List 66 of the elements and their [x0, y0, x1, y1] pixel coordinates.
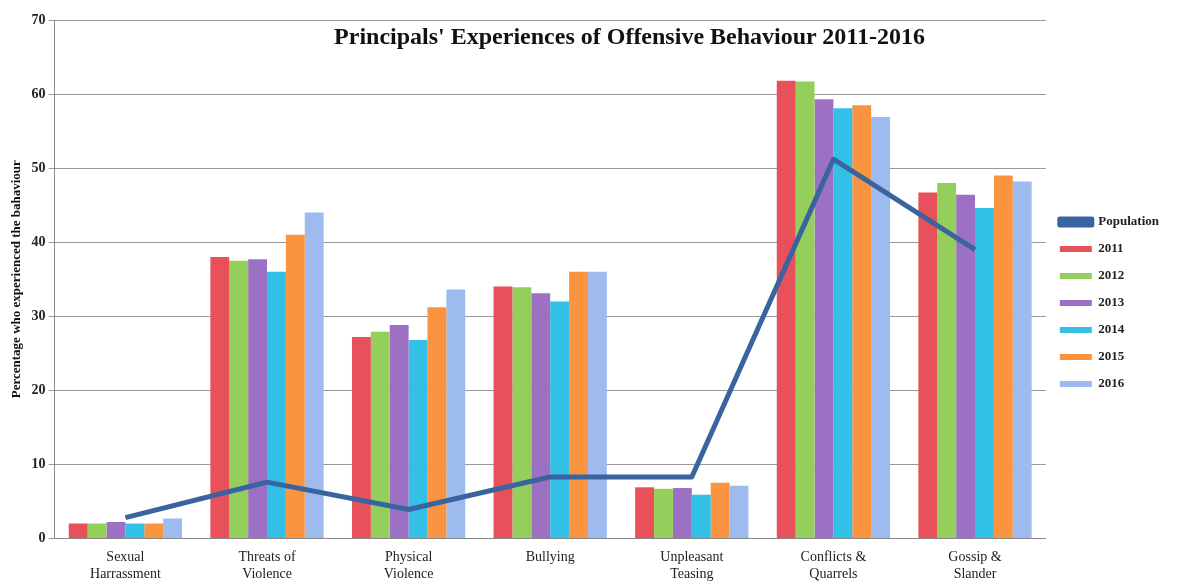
x-tick-label: Physical Violence	[383, 549, 434, 582]
legend-label: 2015	[1098, 348, 1125, 364]
chart-title: Principals' Experiences of Offensive Behaviour 2011-2016	[334, 23, 925, 50]
bar	[833, 108, 853, 538]
bar	[550, 301, 570, 538]
bar	[351, 336, 371, 538]
bar	[729, 485, 749, 538]
bar	[531, 293, 551, 538]
bar	[389, 325, 409, 538]
y-tick-label: 70	[31, 11, 46, 27]
bar	[267, 271, 286, 538]
x-tick-label: Bullying	[525, 549, 575, 565]
y-tick-label: 10	[31, 455, 46, 471]
bar	[446, 289, 466, 538]
bar	[937, 182, 957, 538]
bar	[569, 271, 588, 538]
bar	[795, 81, 815, 538]
bar	[304, 212, 324, 538]
y-axis-title: Percentage who experienced the bahaviour	[8, 159, 24, 399]
bar	[370, 331, 390, 538]
bar	[710, 482, 730, 538]
y-tick-label: 0	[38, 530, 46, 546]
bar	[285, 234, 305, 538]
bar	[144, 523, 164, 538]
y-tick-label: 20	[31, 381, 46, 397]
legend-label: 2012	[1098, 267, 1125, 283]
bar	[87, 523, 107, 538]
legend-label: 2013	[1098, 294, 1125, 310]
bar	[814, 99, 834, 538]
y-tick-label: 50	[31, 159, 46, 175]
y-tick-label: 30	[31, 307, 46, 323]
bar	[408, 339, 428, 538]
legend-label: 2014	[1098, 321, 1125, 337]
bar	[691, 494, 711, 538]
bar	[776, 80, 796, 538]
legend-label: 2016	[1098, 375, 1125, 391]
x-tick-label: Threats of Violence	[238, 549, 296, 582]
bar	[975, 208, 994, 538]
bar	[427, 307, 447, 538]
bar	[248, 259, 267, 538]
x-tick-label: Conflicts & Quarrels	[800, 549, 867, 582]
y-tick-label: 60	[31, 85, 46, 101]
bar	[68, 523, 88, 538]
x-tick-label: Gossip & Slander	[948, 549, 1002, 582]
bar	[493, 286, 513, 538]
bar	[993, 175, 1013, 538]
bar	[229, 260, 249, 538]
x-tick-label: Sexual Harrassment	[90, 549, 161, 582]
bar	[871, 117, 891, 538]
bar	[587, 271, 607, 538]
bar	[163, 518, 183, 538]
bar	[956, 194, 976, 538]
legend-label: Population	[1098, 213, 1160, 229]
bar	[654, 488, 673, 538]
y-tick-label: 40	[31, 233, 46, 249]
bar	[125, 523, 145, 538]
bar	[852, 105, 872, 538]
bar	[1012, 181, 1032, 538]
legend-label: 2011	[1098, 240, 1124, 256]
bar	[635, 487, 655, 538]
x-tick-label: Unpleasant Teasing	[660, 549, 724, 582]
bar	[918, 192, 938, 538]
bar	[106, 522, 126, 538]
bar	[512, 287, 532, 538]
bar	[672, 488, 692, 538]
bar	[210, 256, 230, 538]
